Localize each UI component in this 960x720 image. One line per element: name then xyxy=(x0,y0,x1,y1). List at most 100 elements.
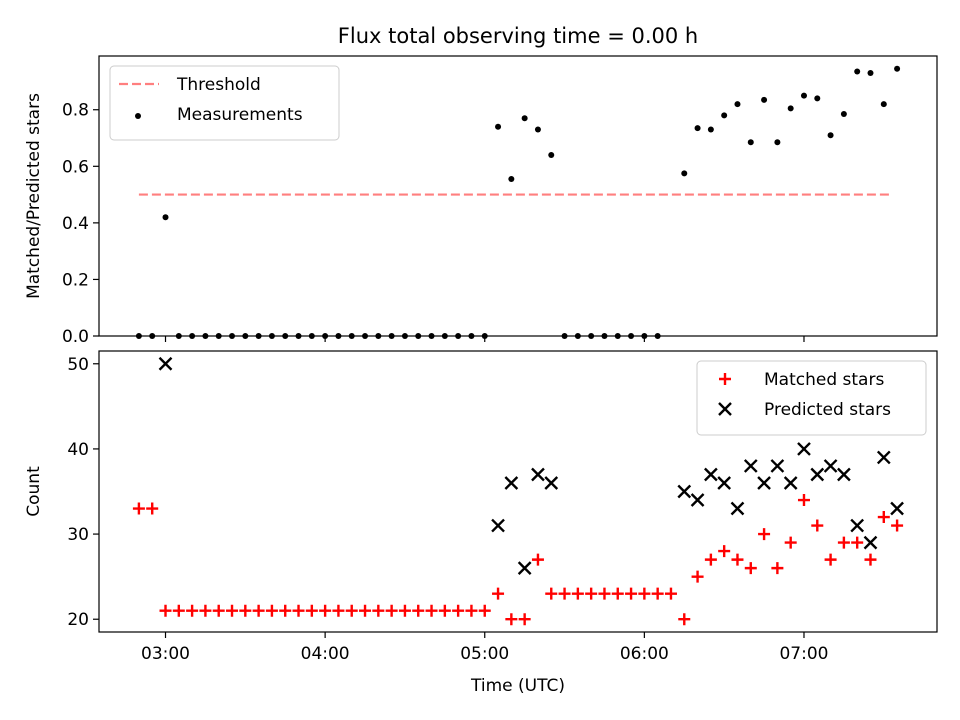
data-point xyxy=(295,333,302,339)
data-point xyxy=(162,214,169,221)
data-point xyxy=(229,333,236,339)
data-point xyxy=(517,561,532,575)
data-point xyxy=(824,553,837,566)
data-point xyxy=(787,105,794,112)
data-point xyxy=(322,333,329,339)
data-point xyxy=(771,562,784,575)
data-point xyxy=(694,125,701,132)
data-point xyxy=(175,333,182,339)
data-point xyxy=(495,123,502,130)
data-point xyxy=(544,476,559,490)
data-point xyxy=(707,126,714,133)
legend-swatch xyxy=(135,113,141,119)
data-point xyxy=(226,604,239,617)
data-point xyxy=(558,587,571,600)
data-point xyxy=(744,562,757,575)
data-point xyxy=(840,110,847,117)
y-tick-label: 50 xyxy=(67,355,89,375)
data-point xyxy=(375,333,382,339)
data-point xyxy=(212,604,225,617)
data-point xyxy=(757,476,771,490)
data-point xyxy=(215,333,222,339)
data-point xyxy=(681,170,688,177)
data-point xyxy=(890,501,904,516)
data-point xyxy=(797,494,810,507)
data-point xyxy=(783,476,798,490)
x-axis-label: Time (UTC) xyxy=(470,676,565,696)
data-point xyxy=(811,519,824,532)
data-point xyxy=(362,333,369,339)
plot-frame xyxy=(98,350,938,633)
data-point xyxy=(292,604,305,617)
data-point xyxy=(255,333,262,339)
data-point xyxy=(611,587,624,600)
data-point xyxy=(574,333,581,339)
legend: Matched stars Predicted stars xyxy=(696,360,927,436)
data-point xyxy=(598,587,611,600)
data-point xyxy=(894,65,901,72)
data-point xyxy=(452,604,465,617)
data-point xyxy=(438,604,451,617)
data-point xyxy=(628,333,635,339)
data-point xyxy=(863,535,878,550)
data-point xyxy=(492,587,505,600)
data-point xyxy=(465,604,478,617)
data-point xyxy=(132,502,145,515)
data-point xyxy=(545,587,558,600)
data-point xyxy=(721,112,728,119)
data-point xyxy=(401,333,408,339)
top-panel: Flux total observing time = 0.00 h 0.0 0.2… xyxy=(24,24,938,347)
data-point xyxy=(468,333,475,339)
data-point xyxy=(880,101,887,108)
data-point xyxy=(864,553,877,566)
data-point xyxy=(158,356,173,371)
data-point xyxy=(810,467,825,482)
data-point xyxy=(823,459,838,473)
legend-label: Threshold xyxy=(176,75,261,95)
data-point xyxy=(638,587,651,600)
y-tick-label: 0.2 xyxy=(62,270,89,290)
y-tick-label: 0.0 xyxy=(62,327,89,347)
data-point xyxy=(743,459,758,473)
y-tick-label: 20 xyxy=(67,610,89,630)
data-point xyxy=(534,126,541,133)
data-point xyxy=(718,545,731,558)
data-point xyxy=(664,587,677,600)
data-point xyxy=(654,333,661,339)
series-predicted-stars xyxy=(158,356,904,575)
y-tick-label: 0.4 xyxy=(62,214,89,234)
data-point xyxy=(677,484,692,499)
data-point xyxy=(242,333,249,339)
data-point xyxy=(202,333,209,339)
legend-box xyxy=(696,360,927,436)
y-tick-label: 0.8 xyxy=(62,101,89,121)
data-point xyxy=(508,176,515,183)
data-point xyxy=(189,333,196,339)
data-point xyxy=(704,467,718,482)
data-point xyxy=(505,613,518,626)
data-point xyxy=(851,536,864,549)
y-tick-label: 30 xyxy=(67,525,89,545)
data-point xyxy=(797,442,811,456)
data-point xyxy=(800,92,807,99)
data-point xyxy=(348,333,355,339)
data-point xyxy=(279,604,292,617)
data-point xyxy=(172,604,185,617)
data-point xyxy=(837,467,851,482)
data-point xyxy=(690,493,705,507)
data-point xyxy=(359,604,372,617)
data-point xyxy=(827,132,834,139)
data-point xyxy=(428,333,435,339)
data-point xyxy=(199,604,212,617)
legend-box xyxy=(109,65,340,141)
data-point xyxy=(571,587,584,600)
data-point xyxy=(441,333,448,339)
x-tick-label: 07:00 xyxy=(779,644,828,664)
data-point xyxy=(521,115,528,122)
data-point xyxy=(717,476,732,490)
data-point xyxy=(731,553,744,566)
data-point xyxy=(651,587,664,600)
data-point xyxy=(891,519,904,532)
x-tick-label: 06:00 xyxy=(620,644,669,664)
data-point xyxy=(761,96,768,103)
